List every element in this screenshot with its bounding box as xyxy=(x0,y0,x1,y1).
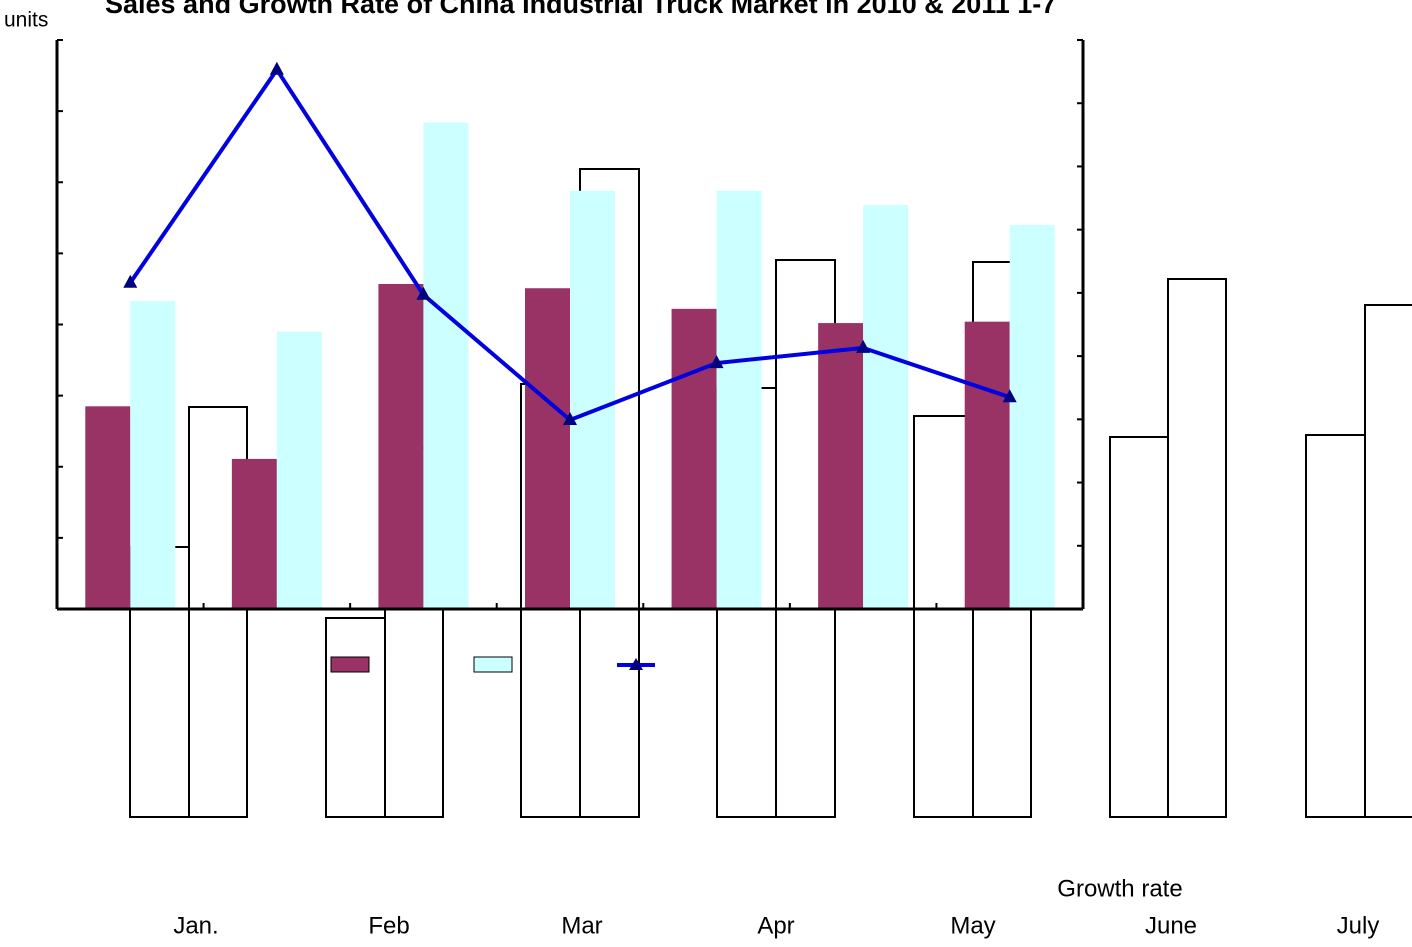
bar xyxy=(276,331,322,609)
x-tick-label: Mar xyxy=(561,912,602,939)
x-tick-label: May xyxy=(950,912,995,939)
bar xyxy=(378,283,424,609)
x-tick-label: June xyxy=(1145,912,1197,939)
growth-marker xyxy=(123,274,138,288)
x-tick-label: Jan. xyxy=(173,912,218,939)
x-tick-label: July xyxy=(1337,912,1380,939)
bar xyxy=(671,308,717,609)
bar xyxy=(525,288,570,609)
bar xyxy=(716,190,762,609)
growth-marker xyxy=(856,339,871,353)
y2-axis-label: Growth rate xyxy=(1057,875,1182,902)
bar xyxy=(863,205,909,609)
chart-title: Sales and Growth Rate of China Industria… xyxy=(105,0,1056,19)
y-axis-label: units xyxy=(4,9,48,32)
x-tick-label: Apr xyxy=(757,912,794,939)
x-tick-label: Feb xyxy=(368,912,409,939)
growth-marker xyxy=(416,286,431,300)
bar xyxy=(231,458,277,609)
bar xyxy=(570,190,615,609)
bar xyxy=(818,323,864,609)
bar xyxy=(1009,224,1055,610)
growth-marker xyxy=(563,411,577,425)
growth-marker xyxy=(269,61,284,75)
ghost-boxes xyxy=(129,168,1412,818)
growth-marker xyxy=(709,355,724,369)
bar xyxy=(85,406,131,609)
legend xyxy=(330,656,655,673)
bar xyxy=(423,122,469,609)
growth-marker xyxy=(1002,389,1017,403)
bar xyxy=(964,321,1010,609)
bar xyxy=(130,301,176,609)
